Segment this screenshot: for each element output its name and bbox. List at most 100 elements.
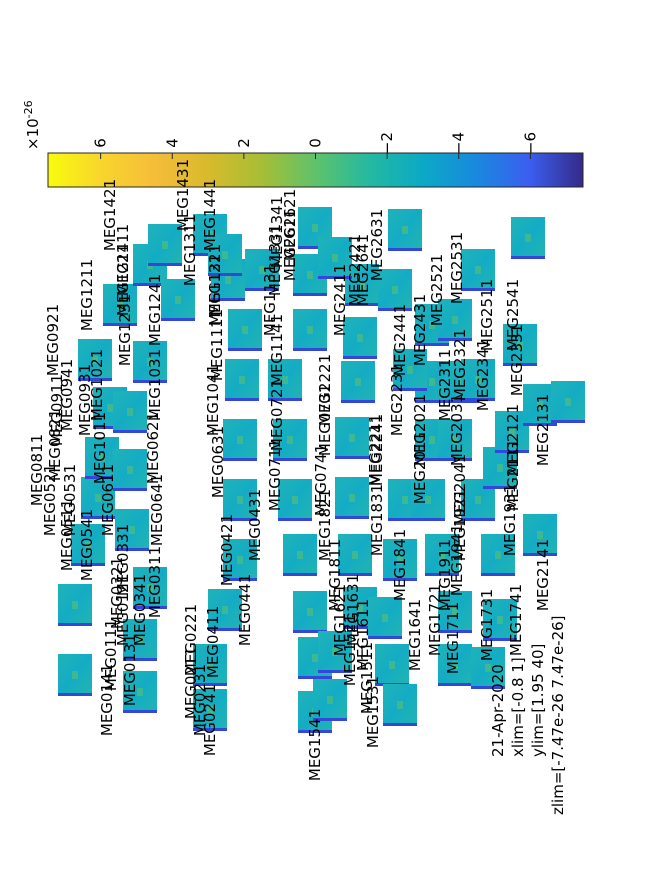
sensor-tile-edge (133, 380, 167, 383)
sensor-label: MEG1611 (354, 599, 372, 671)
sensor-tile (71, 524, 105, 566)
sensor-label: MEG2121 (504, 404, 522, 476)
colorbar-tick-label: −2 (378, 132, 396, 154)
sensor-label: MEG1631 (344, 574, 362, 646)
sensor-tile (378, 269, 412, 311)
sensor-tile (551, 381, 585, 423)
colorbar-tick-label: 6 (92, 138, 110, 148)
sensor-tile-blob (72, 601, 78, 609)
sensor-tile (393, 349, 427, 391)
sensor-tile-blob (92, 356, 98, 364)
sensor-tile-blob (175, 296, 181, 304)
sensor-tile-edge (438, 630, 472, 633)
sensor-tile-edge (318, 670, 352, 673)
sensor-tile-edge (211, 298, 245, 301)
sensor-tile (103, 284, 137, 326)
sensor-tile-edge (438, 338, 472, 341)
sensor-tile (293, 591, 327, 633)
sensor-tile (228, 309, 262, 351)
sensor-label: MEG0241 (201, 684, 219, 756)
sensor-tile (293, 309, 327, 351)
sensor-label: MEG1841 (391, 529, 409, 601)
sensor-label: MEG1131 (261, 264, 279, 336)
sensor-tile-edge (133, 283, 167, 286)
sensor-tile-edge (123, 658, 157, 661)
sensor-tile-blob (349, 434, 355, 442)
sensor-label: MEG0911 (48, 374, 66, 446)
sensor-tile-blob (429, 378, 435, 386)
sensor-tile-edge (393, 388, 427, 391)
sensor-tile-edge (225, 398, 259, 401)
sensor-tile-blob (327, 696, 333, 704)
sensor-label: MEG2021 (411, 394, 429, 466)
sensor-label: MEG2421 (346, 234, 364, 306)
sensor-tile-blob (225, 276, 231, 284)
sensor-label: MEG1141 (268, 314, 286, 386)
sensor-tile (318, 631, 352, 673)
sensor-tile (335, 417, 369, 459)
sensor-label: MEG2011 (411, 432, 429, 504)
sensor-tile (438, 299, 472, 341)
sensor-label: MEG0421 (218, 514, 236, 586)
sensor-tile (81, 477, 115, 519)
sensor-tile-blob (429, 321, 435, 329)
sensor-tile-edge (223, 458, 257, 461)
colorbar-tick-label: 2 (235, 138, 253, 148)
sensor-tile-edge (298, 246, 332, 249)
sensor-label: MEG0941 (58, 359, 76, 431)
sensor-tile-edge (71, 563, 105, 566)
sensor-tile-edge (345, 303, 379, 306)
sensor-label: MEG0811 (28, 434, 46, 506)
sensor-tile (133, 567, 167, 609)
sensor-label: MEG0221 (182, 604, 200, 676)
sensor-tile-edge (503, 363, 537, 366)
sensor-tile (338, 534, 372, 576)
sensor-tile-blob (397, 701, 403, 709)
sensor-tile-edge (208, 628, 242, 631)
sensor-tile-blob (452, 316, 458, 324)
sensor-tile-blob (497, 464, 503, 472)
sensor-tile-edge (161, 318, 195, 321)
sensor-tile (345, 264, 379, 306)
sensor-label: MEG0341 (131, 574, 149, 646)
sensor-label: MEG0641 (148, 474, 166, 546)
sensor-tile-edge (123, 710, 157, 713)
sensor-tile-blob (237, 556, 243, 564)
sensor-tile (223, 479, 257, 521)
sensor-tile-edge (93, 426, 127, 429)
sensor-tile-edge (58, 693, 92, 696)
sensor-tile-edge (523, 553, 557, 556)
sensor-label: MEG1531 (364, 676, 382, 748)
sensor-label: MEG0921 (44, 304, 62, 376)
info-ylim: ylim=[1.95 40] (529, 644, 547, 757)
sensor-label: MEG1441 (201, 179, 219, 251)
sensor-label: MEG2031 (448, 394, 466, 466)
sensor-tile-edge (228, 348, 262, 351)
sensor-tile-edge (461, 398, 495, 401)
sensor-tile (223, 539, 257, 581)
sensor-tile-edge (461, 288, 495, 291)
sensor-tile-edge (133, 606, 167, 609)
sensor-tile-blob (72, 671, 78, 679)
sensor-label: MEG0231 (191, 664, 209, 736)
colorbar-tick-label: 4 (163, 138, 181, 148)
sensor-tile-blob (207, 661, 213, 669)
sensor-label: MEG2631 (368, 209, 386, 281)
sensor-tile-edge (293, 630, 327, 633)
sensor-tile (411, 479, 445, 521)
sensor-tile (523, 514, 557, 556)
sensor-tile-edge (411, 518, 445, 521)
sensor-tile-blob (312, 224, 318, 232)
sensor-label: MEG1521 (341, 614, 359, 686)
sensor-label: MEG2621 (281, 189, 299, 261)
sensor-tile (471, 647, 505, 689)
sensor-tile-blob (332, 648, 338, 656)
sensor-label: MEG1331 (266, 224, 284, 296)
sensor-tile (383, 539, 417, 581)
sensor-tile-blob (397, 556, 403, 564)
info-date: 21-Apr-2020 (489, 664, 507, 757)
sensor-label: MEG2521 (428, 254, 446, 326)
sensor-label: MEG1311 (181, 214, 199, 286)
sensor-label: MEG1041 (204, 364, 222, 436)
sensor-tile-edge (58, 623, 92, 626)
